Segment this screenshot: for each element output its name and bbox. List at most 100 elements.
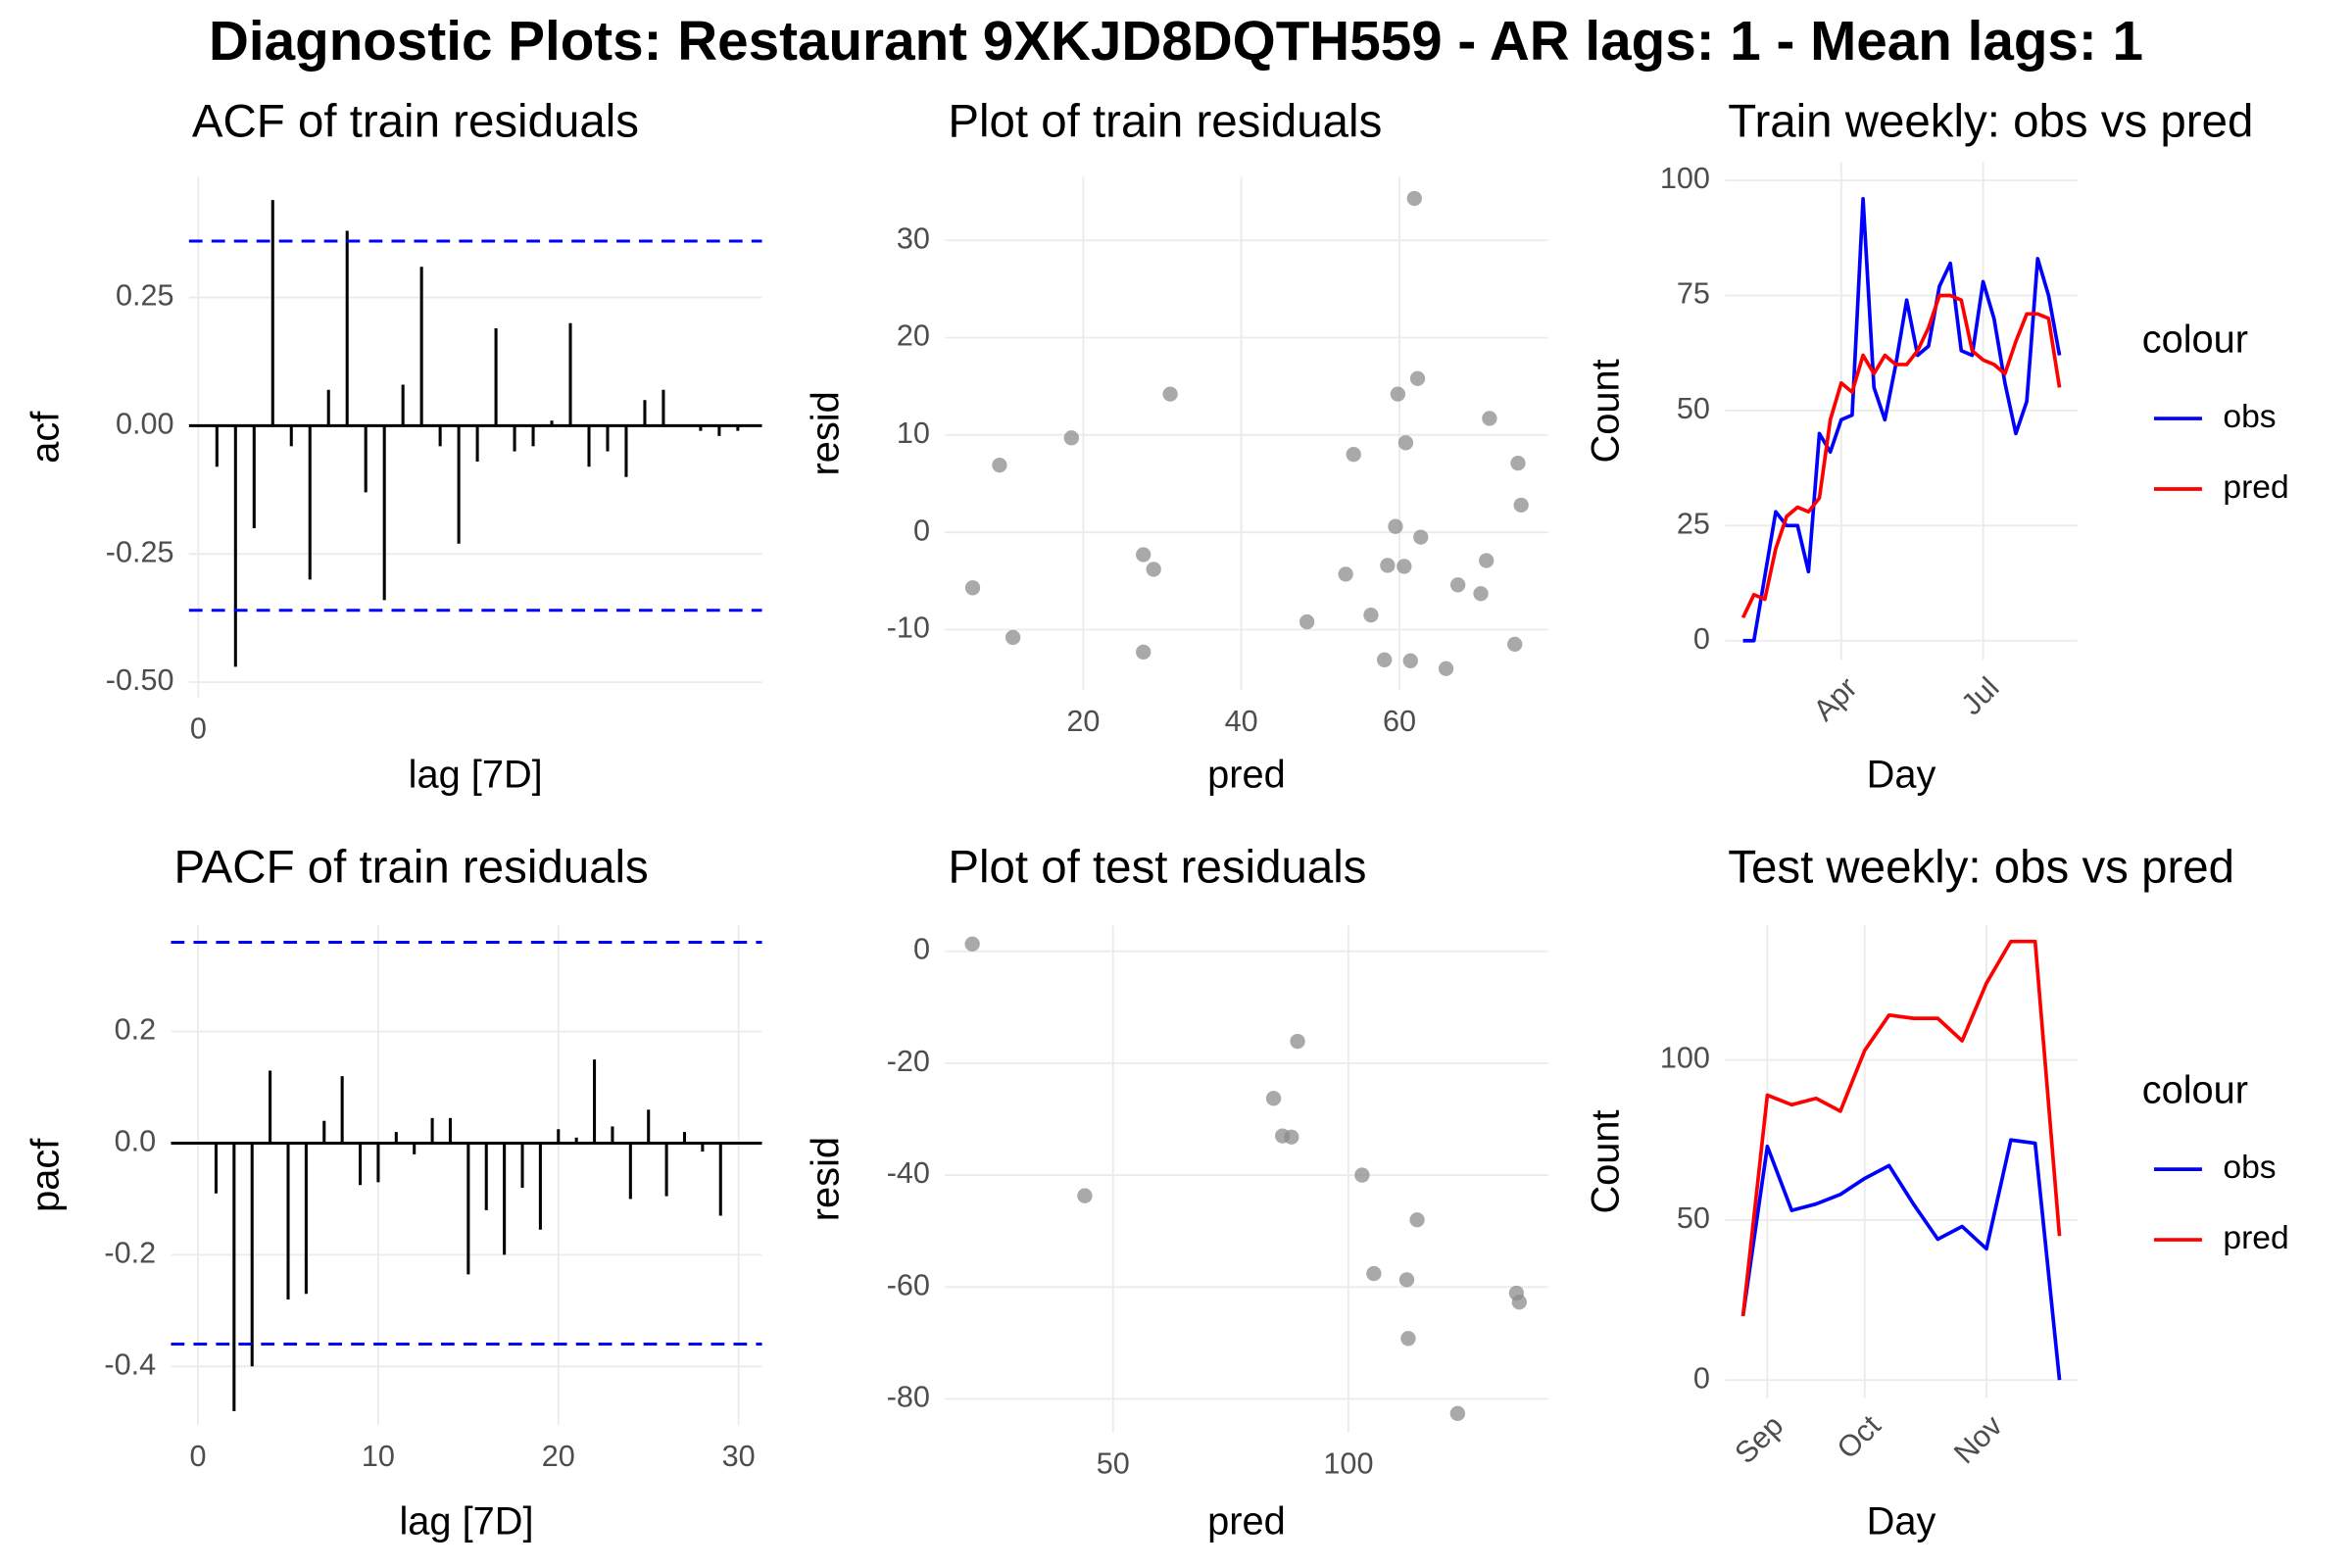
point	[1473, 586, 1489, 602]
point	[1284, 1129, 1299, 1145]
x-tick-label: Nov	[1947, 1408, 2009, 1470]
figure-title: Diagnostic Plots: Restaurant 9XKJD8DQTH5…	[209, 11, 2143, 73]
y-tick-label: 0.2	[115, 1013, 157, 1047]
y-tick-label: 20	[897, 319, 930, 353]
point	[1511, 1295, 1527, 1310]
y-axis-title: pacf	[24, 1138, 67, 1212]
y-tick-label: 50	[1677, 1201, 1710, 1235]
y-axis-title: acf	[24, 411, 67, 464]
y-tick-label: -0.4	[104, 1348, 156, 1381]
point	[1388, 518, 1403, 534]
point	[1510, 455, 1526, 471]
series-line	[1740, 1138, 2062, 1381]
point	[1406, 190, 1422, 207]
y-tick-label: 30	[897, 221, 930, 255]
legend-title: colour	[2142, 318, 2248, 361]
x-tick-label: 0	[190, 1440, 207, 1473]
x-axis-title: pred	[1207, 753, 1286, 796]
point	[1438, 661, 1454, 676]
x-tick-label: 20	[1066, 705, 1100, 738]
point	[1136, 547, 1152, 563]
x-axis-title: Day	[1867, 753, 1936, 796]
point	[1363, 607, 1379, 623]
y-tick-label: 0.00	[116, 407, 174, 440]
y-tick-label: -80	[887, 1381, 930, 1414]
point	[1338, 566, 1353, 582]
point	[1513, 497, 1529, 514]
x-tick-label: Jul	[1955, 671, 2006, 722]
y-axis-title: Count	[1584, 1109, 1627, 1213]
x-tick-label: 100	[1323, 1447, 1373, 1481]
point	[1397, 435, 1414, 451]
legend-label: pred	[2223, 469, 2288, 506]
point	[1377, 652, 1393, 667]
y-tick-label: -0.50	[106, 663, 174, 697]
x-tick-label: 30	[722, 1440, 756, 1473]
y-tick-label: 50	[1677, 392, 1710, 425]
series-line	[1742, 197, 2062, 643]
panel-title: ACF of train residuals	[192, 96, 639, 148]
point	[1265, 1091, 1282, 1106]
panel-title: Train weekly: obs vs pred	[1728, 96, 2253, 148]
legend-label: obs	[2223, 1150, 2276, 1186]
y-tick-label: 10	[897, 416, 930, 450]
panel-title: Plot of test residuals	[948, 841, 1366, 893]
point	[964, 936, 980, 952]
point	[1354, 1167, 1370, 1183]
y-axis-title: Count	[1584, 359, 1627, 463]
legend-title: colour	[2142, 1069, 2248, 1112]
point	[1380, 558, 1396, 573]
panel-title: Plot of train residuals	[948, 96, 1382, 148]
legend-label: obs	[2223, 399, 2276, 435]
point	[1004, 629, 1021, 646]
y-tick-label: -20	[887, 1045, 930, 1078]
point	[964, 580, 981, 596]
y-tick-label: 75	[1677, 277, 1710, 311]
point	[1409, 1212, 1425, 1228]
x-tick-label: Oct	[1831, 1408, 1887, 1465]
point	[1390, 386, 1406, 402]
point	[1450, 577, 1466, 593]
y-tick-label: 0.25	[116, 279, 174, 313]
x-axis-title: Day	[1867, 1500, 1936, 1544]
y-tick-label: 0	[1693, 622, 1710, 656]
y-tick-label: -0.2	[104, 1236, 156, 1269]
panel-title: Test weekly: obs vs pred	[1728, 841, 2234, 893]
point	[1479, 553, 1494, 568]
point	[1398, 1272, 1415, 1288]
point	[1402, 653, 1418, 668]
point	[1449, 1405, 1466, 1421]
point	[1400, 1331, 1416, 1347]
legend-label: pred	[2223, 1220, 2288, 1256]
x-tick-label: 50	[1097, 1447, 1130, 1481]
y-tick-label: 0	[913, 514, 930, 547]
x-tick-label: 0	[190, 712, 207, 746]
x-tick-label: Apr	[1807, 671, 1864, 728]
x-axis-title: lag [7D]	[409, 753, 543, 796]
y-tick-label: -0.25	[106, 535, 174, 568]
point	[1409, 370, 1426, 386]
series-line	[1740, 293, 2062, 619]
point	[1346, 447, 1361, 463]
point	[1063, 430, 1079, 446]
x-tick-label: 60	[1383, 705, 1416, 738]
point	[1136, 644, 1152, 660]
x-axis-title: pred	[1207, 1500, 1286, 1544]
x-tick-label: 40	[1225, 705, 1258, 738]
point	[1413, 529, 1429, 545]
y-axis-title: resid	[804, 1137, 847, 1221]
series-line	[1740, 939, 2062, 1317]
x-tick-label: 20	[542, 1440, 575, 1473]
point	[1396, 559, 1412, 574]
y-tick-label: 25	[1677, 507, 1710, 540]
y-tick-label: 100	[1660, 1042, 1710, 1075]
x-tick-label: 10	[362, 1440, 395, 1473]
point	[1507, 636, 1523, 653]
y-tick-label: -60	[887, 1268, 930, 1301]
point	[1366, 1265, 1382, 1282]
x-tick-label: Sep	[1729, 1409, 1790, 1471]
point	[1482, 411, 1497, 426]
point	[1077, 1188, 1093, 1203]
y-tick-label: -40	[887, 1156, 930, 1190]
